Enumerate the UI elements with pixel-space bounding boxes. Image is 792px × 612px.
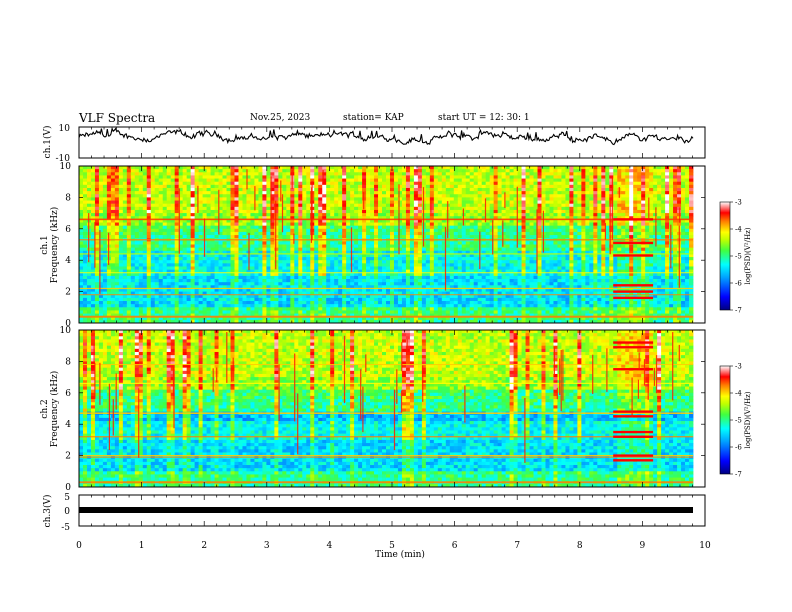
ch1-waveform-line — [78, 126, 694, 146]
colorbar-ch1: -3 -4 -5 -6 -7 log(PSD)(V²/Hz) — [719, 199, 752, 315]
spec-ytick-4: 4 — [65, 420, 71, 430]
colorbar-tick--5: -5 — [735, 253, 742, 261]
ch3-ytick-0: 0 — [64, 507, 70, 517]
ch1-waveform-frame — [78, 126, 706, 159]
date-label: Nov.25, 2023 — [250, 113, 311, 123]
ch1-ylabel: ch.1(V) — [42, 126, 53, 159]
colorbar-tick--6: -6 — [735, 280, 742, 288]
x-tick-3: 3 — [264, 541, 270, 551]
spec-ytick-10: 10 — [60, 162, 72, 172]
colorbar-tick--3: -3 — [735, 363, 742, 371]
colorbar-tick--6: -6 — [735, 444, 742, 452]
spec-ytick-8: 8 — [65, 193, 71, 203]
ch3-ytick-neg5: -5 — [61, 523, 70, 533]
ch1-ytick-bottom: -10 — [56, 154, 71, 164]
spec-ytick-0: 0 — [65, 319, 71, 329]
spec-ytick-0: 0 — [65, 483, 71, 493]
spec-ytick-6: 6 — [65, 225, 71, 235]
chart-title: VLF Spectra — [79, 111, 156, 125]
x-tick-1: 1 — [139, 541, 145, 551]
colorbar-tick--7: -7 — [735, 307, 742, 315]
spec-ytick-6: 6 — [65, 389, 71, 399]
ch1-spec-ylabel-b: Frequency (kHz) — [49, 207, 60, 284]
start-time-label: start UT = 12: 30: 1 — [438, 113, 530, 123]
colorbar-ch2: -3 -4 -5 -6 -7 log(PSD)(V²/Hz) — [719, 363, 752, 479]
x-tick-5: 5 — [389, 541, 395, 551]
x-tick-labels: 0 1 2 3 4 5 6 7 8 9 10 — [76, 541, 711, 551]
ch2-spectrogram-panel: 0 2 4 6 8 10 ch.2 Frequency (kHz) — [40, 326, 706, 493]
colorbar-tick--3: -3 — [735, 199, 742, 207]
x-tick-7: 7 — [514, 541, 520, 551]
spec-ytick-2: 2 — [65, 452, 71, 462]
ch2-spectrogram — [79, 330, 705, 487]
colorbar-ch1-gradient — [719, 201, 731, 311]
x-tick-4: 4 — [327, 541, 333, 551]
colorbar-ch2-gradient — [719, 365, 731, 475]
station-label: station= KAP — [343, 113, 404, 123]
colorbar-tick--4: -4 — [735, 390, 742, 398]
spec-ytick-2: 2 — [65, 288, 71, 298]
colorbar-ch2-label: log(PSD)(V²/Hz) — [744, 391, 752, 448]
colorbar-tick--5: -5 — [735, 417, 742, 425]
ch2-spec-ylabel-a: ch.2 — [40, 399, 50, 418]
ch1-ytick-top: 10 — [59, 124, 71, 134]
spec-ytick-10: 10 — [60, 326, 72, 336]
x-tick-0: 0 — [76, 541, 82, 551]
x-tick-6: 6 — [452, 541, 458, 551]
x-tick-10: 10 — [699, 541, 711, 551]
ch3-waveform-line — [79, 507, 693, 513]
colorbar-ch1-label: log(PSD)(V²/Hz) — [744, 227, 752, 284]
x-tick-2: 2 — [201, 541, 207, 551]
ch3-ytick-5: 5 — [64, 493, 70, 503]
time-ticks — [78, 127, 706, 526]
ch1-spectrogram-panel: 0 2 4 6 8 10 ch.1 Frequency (kHz) — [40, 162, 706, 329]
spec-ytick-8: 8 — [65, 357, 71, 367]
ch1-waveform-panel: 10 -10 ch.1(V) — [42, 124, 706, 164]
ch1-spectrogram — [79, 166, 705, 323]
ch3-waveform-panel: 5 0 -5 ch.3(V) — [42, 493, 706, 533]
x-tick-9: 9 — [640, 541, 646, 551]
ch3-ylabel: ch.3(V) — [42, 495, 53, 528]
x-tick-8: 8 — [577, 541, 583, 551]
colorbar-tick--7: -7 — [735, 471, 742, 479]
ch1-spec-ylabel-a: ch.1 — [40, 235, 50, 254]
ch2-spec-ylabel-b: Frequency (kHz) — [49, 371, 60, 448]
colorbar-tick--4: -4 — [735, 226, 742, 234]
x-axis-label: Time (min) — [375, 549, 425, 560]
spec-ytick-4: 4 — [65, 256, 71, 266]
